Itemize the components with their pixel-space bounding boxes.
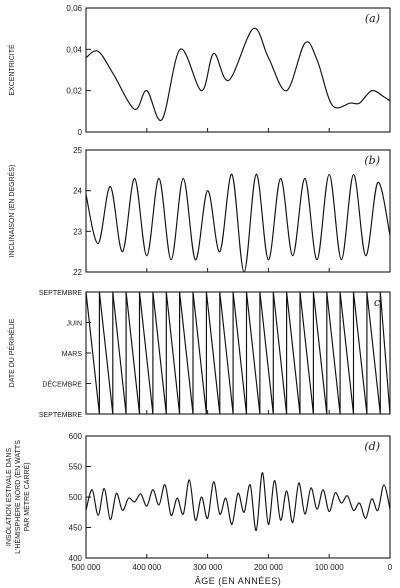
y-tick-label: MARS — [62, 351, 83, 358]
series-line — [85, 472, 391, 532]
y-tick-label: SEPTEMBRE — [39, 412, 83, 419]
y-tick-label: 600 — [69, 432, 83, 441]
panel-label: (a) — [365, 12, 380, 25]
y-tick-label: 25 — [73, 146, 82, 155]
y-axis-title: INCLINAISON (EN DEGRÉS) — [7, 165, 16, 258]
series-line — [85, 291, 391, 415]
x-tick-label: 100 000 — [315, 563, 344, 572]
y-tick-label: JUIN — [66, 321, 82, 328]
x-axis-title: ÂGE (EN ANNÉES) — [195, 576, 282, 586]
x-tick-label: 0 — [388, 563, 393, 572]
panel-frame — [85, 291, 391, 415]
series-line — [85, 27, 391, 121]
x-tick-label: 300 000 — [193, 563, 222, 572]
y-tick-label: 22 — [73, 268, 82, 277]
x-tick-label: 500 000 — [72, 563, 101, 572]
y-axis-title: EXCENTRICITÉ — [7, 44, 16, 96]
panel-frame — [85, 435, 391, 559]
y-tick-label: 0 — [78, 128, 83, 137]
y-tick-label: 550 — [69, 463, 83, 472]
y-tick-label: 0,06 — [66, 4, 82, 13]
y-tick-label: 24 — [73, 187, 82, 196]
y-axis-title: PAR MÈTRE CARRÉ) — [22, 462, 31, 531]
panel-frame — [85, 7, 391, 133]
x-tick-label: 200 000 — [254, 563, 283, 572]
series-line — [85, 173, 391, 273]
panel-label: (b) — [364, 154, 380, 167]
y-tick-label: 0,04 — [66, 45, 82, 54]
panel-label: c — [374, 296, 380, 309]
y-tick-label: SEPTEMBRE — [39, 290, 83, 297]
y-tick-label: DÉCEMBRE — [42, 380, 82, 389]
panel-4: 400 450 500 550 600 (d) INSOLATION ESTIVALE DA… — [6, 432, 391, 563]
x-tick-label: 400 000 — [132, 563, 161, 572]
y-axis-title: L'HÉMISPHÈRE NORD (EN WATTS — [13, 440, 22, 554]
y-tick-label: 500 — [69, 493, 83, 502]
y-axis-title: INSOLATION ESTIVALE DANS — [6, 448, 13, 546]
y-tick-label: 0,02 — [66, 87, 82, 96]
y-tick-label: 450 — [69, 524, 83, 533]
panel-frame — [85, 149, 391, 273]
panel-label: (d) — [364, 440, 380, 453]
panel-3: SEPTEMBRE DÉCEMBRE MARS JUIN SEPTEMBRE c DATE … — [7, 290, 391, 419]
y-tick-label: 400 — [69, 554, 83, 563]
y-tick-label: 23 — [73, 227, 82, 236]
panel-1: 0 0,02 0,04 0,06 (a) EXCENTRICITÉ — [7, 4, 391, 137]
y-axis-title: DATE DU PÉRIHÉLIE — [7, 318, 16, 387]
panel-2: 22 23 24 25 (b) INCLINAISON (EN DEGRÉS) — [7, 146, 391, 277]
